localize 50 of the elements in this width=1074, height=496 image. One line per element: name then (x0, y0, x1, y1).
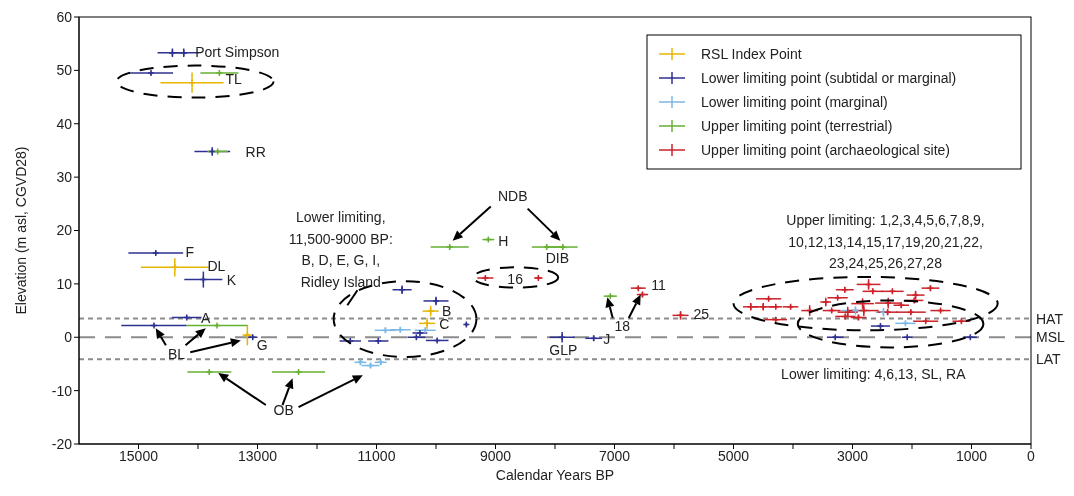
x-tick-label: 11000 (357, 447, 396, 464)
y-tick-label: 40 (56, 115, 73, 132)
annotation: Upper limiting: 1,2,3,4,5,6,7,8,9, 10,12,13,14,15,17,19,20,21,22, 23,24,25,26,27,28 (786, 212, 985, 272)
ref-line-label: MSL (1036, 329, 1065, 346)
annotation: DIB (545, 250, 570, 267)
y-axis-title: Elevation (m asl, CGVD28) (13, 146, 29, 315)
annotation: 18 (614, 318, 631, 335)
annotation: NDB (497, 188, 528, 205)
annotation: 16 (507, 270, 524, 287)
x-tick-label: 3000 (836, 447, 869, 464)
annotation: 25 (693, 306, 710, 323)
annotation: A (201, 309, 212, 326)
annotation: J (603, 331, 611, 348)
annotation: BL (168, 346, 186, 363)
annotation: RR (245, 143, 266, 160)
x-tick-label: 7000 (598, 447, 631, 464)
x-axis-title: Calendar Years BP (495, 467, 615, 483)
legend-label: RSL Index Point (701, 46, 802, 62)
annotation: 11 (651, 277, 666, 294)
y-tick-label: 60 (56, 8, 73, 25)
y-tick-label: -20 (51, 435, 73, 452)
annotation: Lower limiting: 4,6,13, SL, RA (781, 366, 967, 383)
annotation: K (226, 271, 237, 288)
legend-label: Upper limiting point (archaeological site) (701, 142, 951, 158)
annotation: OB (273, 401, 294, 418)
x-tick-label: 1000 (955, 447, 988, 464)
x-tick-label: 15000 (119, 447, 159, 464)
annotation: F (185, 244, 194, 261)
y-tick-label: -10 (51, 382, 73, 399)
x-tick-label: 13000 (238, 447, 278, 464)
y-tick-label: 20 (56, 222, 73, 239)
x-tick-label: 5000 (717, 447, 750, 464)
x-tick-label: 9000 (479, 447, 512, 464)
y-tick-label: 30 (56, 169, 73, 186)
legend-label: Lower limiting point (subtidal or marginal) (701, 70, 957, 86)
annotation: Lower limiting, 11,500-9000 BP: B, D, E, G, I, Ridley Island (288, 209, 393, 290)
annotation: GLP (549, 342, 578, 359)
y-tick-label: 50 (56, 62, 73, 79)
x-tick-label: 0 (1027, 447, 1036, 464)
y-tick-label: 0 (64, 329, 73, 346)
legend-label: Upper limiting point (terrestrial) (701, 118, 893, 134)
annotation: TL (225, 70, 243, 87)
ref-line-label: LAT (1036, 351, 1062, 368)
legend-label: Lower limiting point (marginal) (701, 94, 888, 110)
ref-line-label: HAT (1036, 310, 1064, 327)
y-tick-label: 10 (56, 275, 73, 292)
annotation: Port Simpson (195, 43, 280, 60)
annotation: G (256, 337, 268, 354)
annotation: H (498, 232, 509, 249)
annotation: DL (207, 258, 226, 275)
